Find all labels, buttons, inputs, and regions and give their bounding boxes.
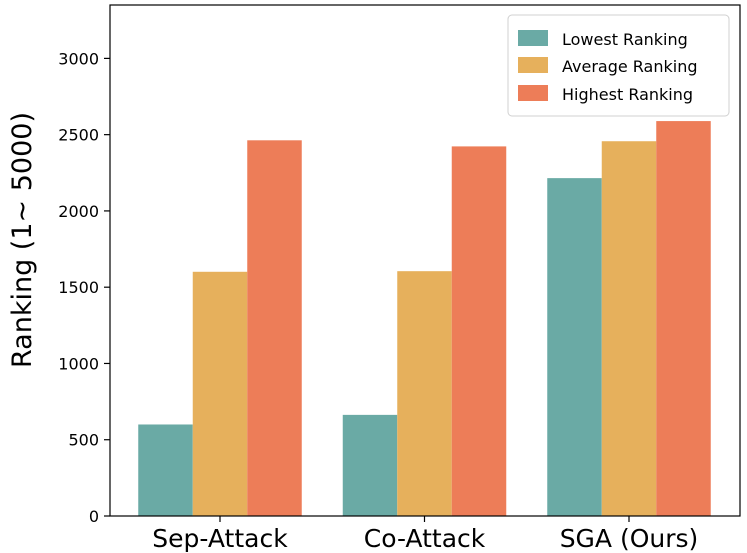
legend-swatch-lowest <box>518 30 548 46</box>
bar-sga-ours-average-ranking <box>601 141 657 516</box>
y-tick-label: 2000 <box>58 202 99 221</box>
legend: Lowest Ranking Average Ranking Highest R… <box>507 14 730 117</box>
x-category-label: Sep-Attack <box>152 524 288 553</box>
axis-layer: 0 500 1000 1500 2000 2500 3000 Sep-Attack Co-Att… <box>58 49 698 553</box>
bar-co-attack-highest-ranking <box>451 146 507 516</box>
y-tick-label: 500 <box>68 431 99 450</box>
bar-sga-ours-highest-ranking <box>656 121 711 516</box>
y-axis-title: Ranking (1~ 5000) <box>7 112 38 368</box>
legend-box <box>507 14 730 117</box>
y-tick-label: 2500 <box>58 126 99 145</box>
legend-label-lowest: Lowest Ranking <box>562 30 688 49</box>
bar-co-attack-lowest-ranking <box>342 414 398 516</box>
plot-frame <box>109 4 741 517</box>
bar-sep-attack-average-ranking <box>192 271 248 516</box>
legend-swatch-highest <box>518 85 548 101</box>
bars-layer <box>138 121 711 517</box>
legend-label-average: Average Ranking <box>562 57 698 76</box>
y-tick-label: 0 <box>89 507 99 526</box>
y-tick-label: 1000 <box>58 354 99 373</box>
legend-swatch-average <box>518 57 548 73</box>
x-category-label: SGA (Ours) <box>560 524 699 553</box>
x-category-label: Co-Attack <box>364 524 486 553</box>
bar-sga-ours-lowest-ranking <box>547 178 602 516</box>
legend-label-highest: Highest Ranking <box>562 85 693 104</box>
bar-co-attack-average-ranking <box>397 271 452 516</box>
y-tick-label: 3000 <box>58 49 99 68</box>
y-tick-label: 1500 <box>58 278 99 297</box>
bar-sep-attack-highest-ranking <box>247 140 302 517</box>
bar-sep-attack-lowest-ranking <box>138 424 193 516</box>
